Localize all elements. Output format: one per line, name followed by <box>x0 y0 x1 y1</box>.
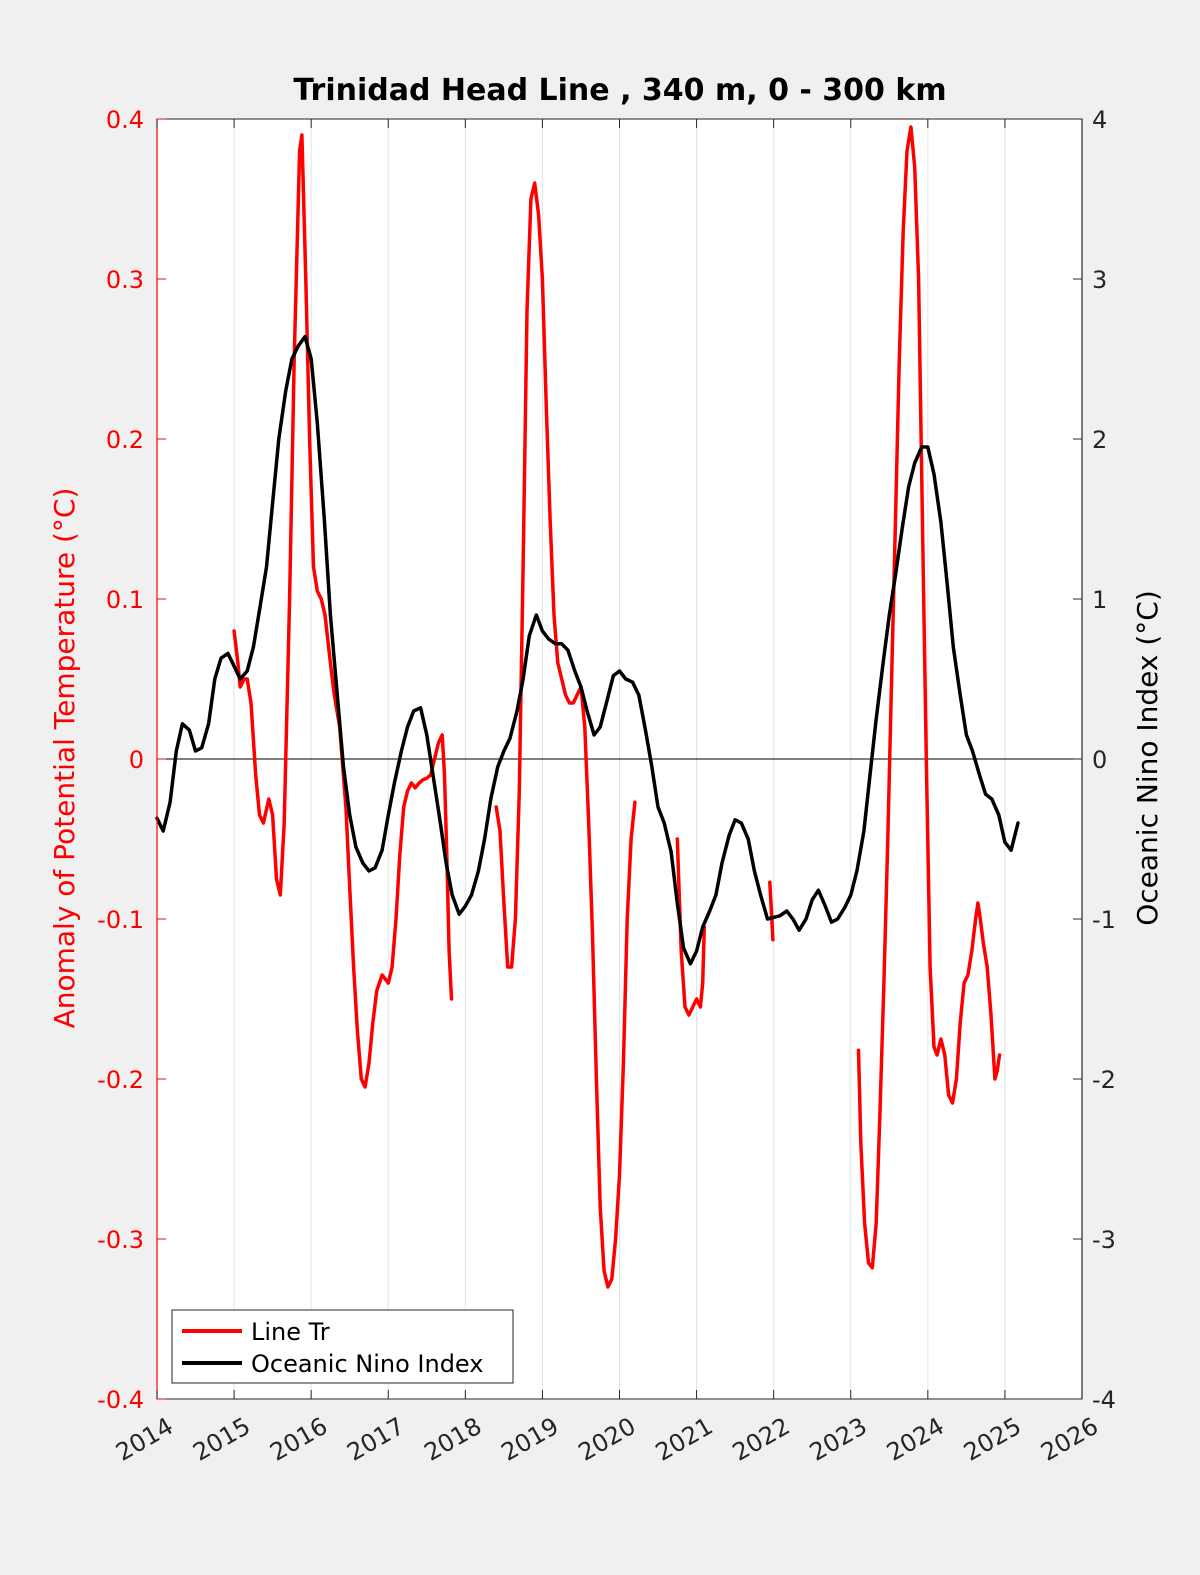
chart-title: Trinidad Head Line , 340 m, 0 - 300 km <box>293 73 946 108</box>
legend-label-oni: Oceanic Nino Index <box>251 1350 483 1378</box>
y-right-tick-label--4: -4 <box>1092 1386 1116 1414</box>
y-right-tick-label-4: 4 <box>1092 106 1107 134</box>
y-right-tick-label-2: 2 <box>1092 426 1107 454</box>
y-axis-label-left: Anomaly of Potential Temperature (°C) <box>48 488 81 1029</box>
series-line-tr-segment-4 <box>856 125 1002 1270</box>
y-left-tick-label--0.2: -0.2 <box>97 1066 144 1094</box>
y-left-tick-label--0.3: -0.3 <box>97 1226 144 1254</box>
legend-label-line-tr: Line Tr <box>251 1318 330 1346</box>
legend-box <box>171 1309 514 1384</box>
y-left-tick-label-0.1: 0.1 <box>106 586 144 614</box>
y-left-tick-label-0: 0 <box>129 746 144 774</box>
series-line-tr-segment-0 <box>232 133 454 1089</box>
y-left-tick-label--0.1: -0.1 <box>97 906 144 934</box>
series-line-tr-segment-3 <box>768 880 775 942</box>
series-line-tr-segment-1 <box>494 181 637 1289</box>
y-right-tick-label--2: -2 <box>1092 1066 1116 1094</box>
series-layer <box>155 125 1020 1289</box>
legend: Line Tr Oceanic Nino Index <box>171 1309 514 1384</box>
series-line-tr-segment-2 <box>675 837 707 1017</box>
y-right-tick-label-0: 0 <box>1092 746 1107 774</box>
y-left-tick-label--0.4: -0.4 <box>97 1386 144 1414</box>
y-left-tick-label-0.3: 0.3 <box>106 266 144 294</box>
y-left-tick-label-0.2: 0.2 <box>106 426 144 454</box>
y-right-tick-label--1: -1 <box>1092 906 1116 934</box>
y-right-tick-label-1: 1 <box>1092 586 1107 614</box>
y-right-tick-label-3: 3 <box>1092 266 1107 294</box>
y-left-tick-label-0.4: 0.4 <box>106 106 144 134</box>
y-right-tick-label--3: -3 <box>1092 1226 1116 1254</box>
series-oni-segment-0 <box>155 334 1020 966</box>
y-axis-label-right: Oceanic Nino Index (°C) <box>1131 590 1164 926</box>
